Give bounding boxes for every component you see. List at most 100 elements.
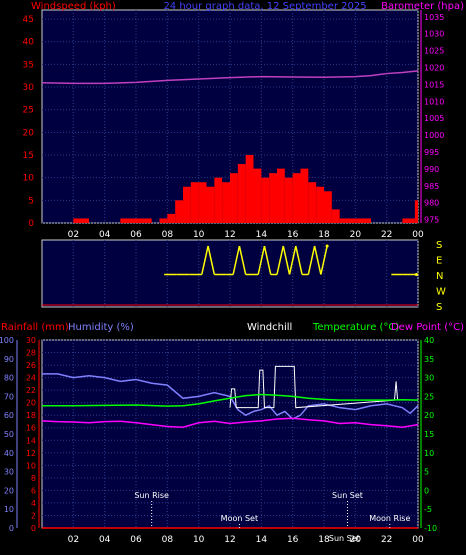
windspeed-tick-label: 0 xyxy=(28,219,34,229)
temperature-line xyxy=(42,393,419,407)
humidity-axis-title: Humidity (%) xyxy=(68,322,134,333)
rainfall-tick-label: 20 xyxy=(26,399,36,408)
wind-hour-tick-label: 04 xyxy=(99,230,111,240)
rainfall-tick-label: 26 xyxy=(26,361,36,370)
temperature-tick-label: 10 xyxy=(424,449,434,458)
humidity-tick-label: 100 xyxy=(0,336,14,345)
temp-hour-tick-label: 16 xyxy=(287,535,299,545)
humidity-tick-label: 10 xyxy=(4,505,14,514)
event-label: Sun Rise xyxy=(134,491,169,500)
barometer-tick-label: 1035 xyxy=(424,13,444,22)
temp-hour-tick-label: 02 xyxy=(68,535,79,545)
humidity-tick-label: 0 xyxy=(9,524,14,533)
rainfall-tick-label: 2 xyxy=(31,511,36,520)
temp-hour-tick-label: 18 xyxy=(318,535,330,545)
direction-segment xyxy=(288,245,297,275)
windspeed-bar xyxy=(331,209,340,223)
wind-hour-tick-label: 10 xyxy=(193,230,205,240)
barometer-tick-label: 980 xyxy=(424,199,439,208)
windspeed-bar xyxy=(402,218,415,223)
rainfall-tick-label: 14 xyxy=(26,436,36,445)
windspeed-bar xyxy=(339,218,356,223)
temperature-tick-label: -10 xyxy=(424,524,437,533)
rainfall-tick-label: 10 xyxy=(26,461,36,470)
windspeed-tick-label: 25 xyxy=(23,106,34,116)
windspeed-tick-label: 15 xyxy=(23,151,34,161)
windspeed-tick-label: 20 xyxy=(23,128,35,138)
temp-hour-tick-label: 20 xyxy=(350,535,362,545)
windspeed-bar xyxy=(214,177,223,223)
direction-letter: W xyxy=(436,287,446,298)
windspeed-bar xyxy=(222,182,230,223)
temperature-axis-title: Temperature (°C) xyxy=(312,322,399,333)
direction-segment xyxy=(263,245,272,275)
windspeed-bar xyxy=(261,177,270,223)
temp-hour-tick-label: 00 xyxy=(412,535,424,545)
direction-letter: S xyxy=(436,302,442,313)
wind-hour-tick-label: 08 xyxy=(162,230,174,240)
windspeed-bar xyxy=(269,173,277,223)
windspeed-bar xyxy=(120,218,136,223)
barometer-tick-label: 985 xyxy=(424,182,439,191)
humidity-tick-label: 40 xyxy=(4,449,14,458)
humidity-tick-label: 70 xyxy=(4,392,14,401)
windspeed-bar xyxy=(308,182,317,223)
windspeed-bar xyxy=(183,186,191,223)
event-label: Sun Set xyxy=(332,491,363,500)
wind-hour-tick-label: 00 xyxy=(412,230,424,240)
temperature-tick-label: 35 xyxy=(424,355,434,364)
barometer-tick-label: 995 xyxy=(424,148,439,157)
chart-title: 24 hour graph data, 12 September 2025 xyxy=(163,1,366,12)
rainfall-tick-label: 6 xyxy=(31,486,36,495)
direction-letter: N xyxy=(436,271,443,282)
windspeed-bar xyxy=(237,164,246,223)
windspeed-tick-label: 30 xyxy=(23,83,35,93)
temp-grid xyxy=(42,339,419,529)
windspeed-bar xyxy=(355,218,371,223)
windspeed-bar xyxy=(245,155,254,223)
temperature-tick-label: 30 xyxy=(424,374,434,383)
axis-tick-labels: 0202040406060808101012121414161618182020… xyxy=(0,10,444,545)
temp-hour-tick-label: 08 xyxy=(162,535,174,545)
windspeed-bar xyxy=(190,182,199,223)
wind-hour-tick-label: 22 xyxy=(381,230,392,240)
temp-hour-tick-label: 06 xyxy=(130,535,142,545)
rainfall-tick-label: 30 xyxy=(26,336,36,345)
windspeed-bar xyxy=(414,200,418,223)
windspeed-bar xyxy=(253,168,262,223)
barometer-tick-label: 1005 xyxy=(424,114,444,123)
humidity-tick-label: 60 xyxy=(4,411,14,420)
temperature-tick-label: 15 xyxy=(424,430,434,439)
rainfall-tick-label: 12 xyxy=(26,449,36,458)
windspeed-tick-label: 10 xyxy=(23,174,35,184)
barometer-tick-label: 1030 xyxy=(424,30,444,39)
temp-hour-tick-label: 14 xyxy=(256,535,268,545)
direction-segment xyxy=(207,245,216,275)
temperature-tick-label: -5 xyxy=(424,505,432,514)
direction-segment xyxy=(307,245,316,275)
direction-segment xyxy=(201,245,209,275)
temperature-tick-label: 20 xyxy=(424,411,434,420)
rainfall-tick-label: 16 xyxy=(26,424,36,433)
wind-hour-tick-label: 14 xyxy=(256,230,268,240)
direction-letter: E xyxy=(436,256,442,267)
windspeed-axis-title: Windspeed (kph) xyxy=(31,1,116,12)
event-markers: Sun Rise Moon Set Sun Set Sun Set Moon Rise xyxy=(134,491,410,543)
barometer-tick-label: 990 xyxy=(424,165,439,174)
wind-hour-tick-label: 12 xyxy=(224,230,235,240)
wind-hour-tick-label: 20 xyxy=(350,230,362,240)
wind-series xyxy=(41,70,419,223)
windchill-legend: Windchill xyxy=(247,322,292,333)
event-label: Sun Set xyxy=(329,534,360,543)
barometer-tick-label: 1015 xyxy=(424,80,444,89)
direction-segment xyxy=(238,245,247,275)
windspeed-bar xyxy=(230,173,238,223)
windspeed-bar xyxy=(136,218,152,223)
windspeed-bar xyxy=(159,218,168,223)
barometer-line xyxy=(41,70,419,85)
barometer-tick-label: 1020 xyxy=(424,63,444,72)
direction-segment xyxy=(320,245,328,275)
temp-hour-tick-label: 04 xyxy=(99,535,111,545)
